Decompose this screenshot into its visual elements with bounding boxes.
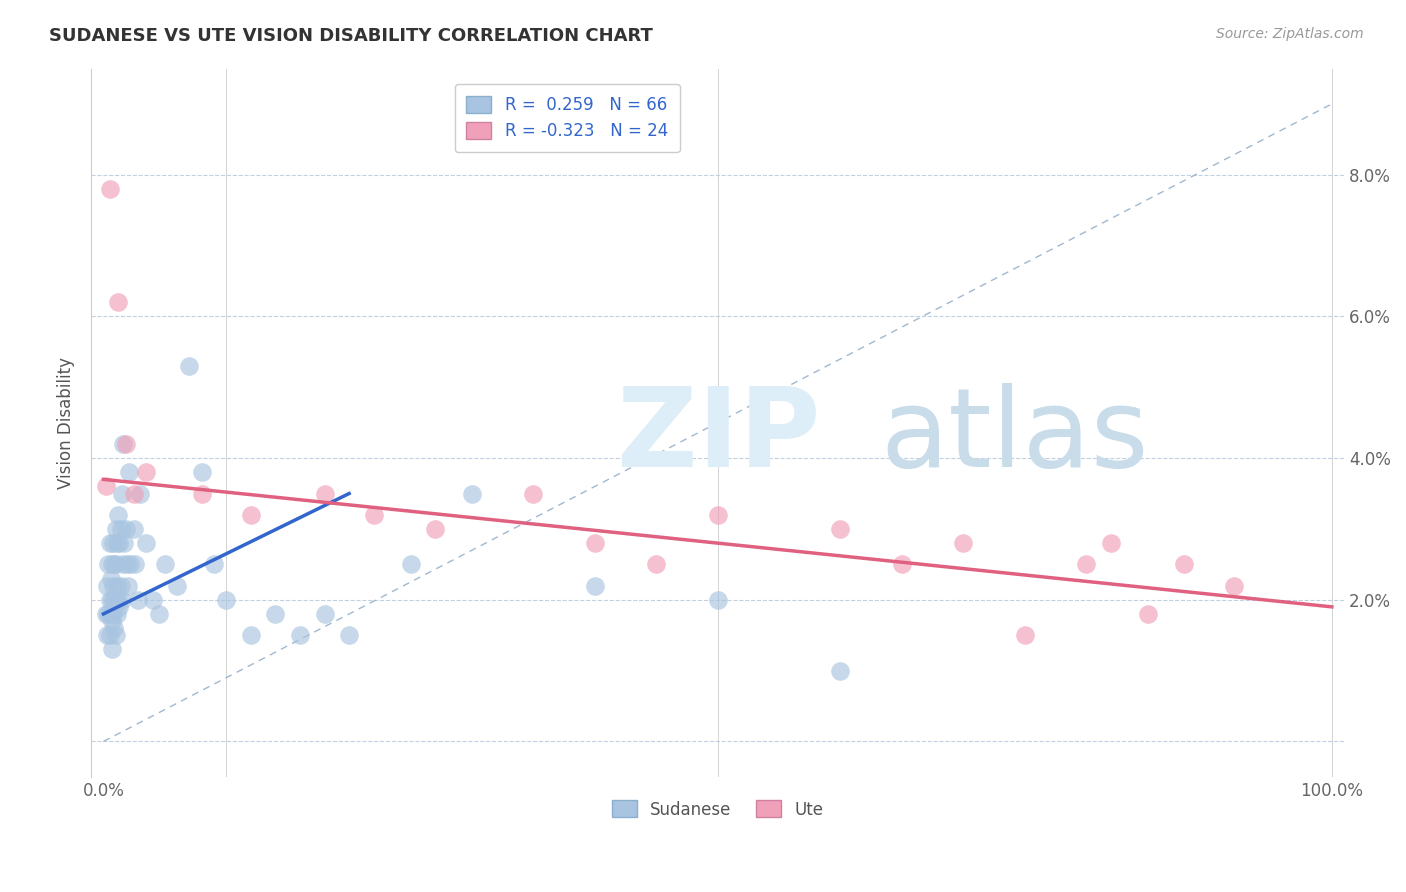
Point (190, 486, 212, 500)
Point (314, 486, 336, 500)
Point (104, 558, 127, 572)
Point (522, 486, 544, 500)
Point (94, 607, 117, 621)
Point (108, 599, 131, 614)
Y-axis label: Vision Disability: Vision Disability (58, 357, 75, 489)
Point (314, 607, 336, 621)
Point (110, 579, 132, 593)
Point (98, 536, 121, 550)
Point (166, 579, 188, 593)
Point (112, 437, 135, 451)
Point (107, 295, 129, 310)
Point (129, 486, 152, 500)
Point (114, 522, 136, 536)
Point (96, 628, 118, 642)
Point (103, 621, 125, 635)
Point (103, 558, 125, 572)
Point (288, 628, 311, 642)
Point (142, 592, 165, 607)
Point (110, 522, 132, 536)
Point (215, 592, 238, 607)
Point (101, 592, 124, 607)
Point (337, 628, 360, 642)
Point (103, 607, 125, 621)
Point (98, 628, 121, 642)
Point (706, 508, 728, 522)
Point (830, 664, 852, 678)
Point (101, 614, 124, 628)
Point (190, 465, 212, 479)
Point (135, 465, 157, 479)
Point (122, 522, 145, 536)
Point (363, 508, 385, 522)
Point (890, 558, 912, 572)
Point (135, 536, 157, 550)
Text: ZIP: ZIP (617, 384, 821, 491)
Point (952, 536, 974, 550)
Point (98, 592, 121, 607)
Point (101, 558, 124, 572)
Point (118, 465, 141, 479)
Point (239, 508, 262, 522)
Point (1136, 607, 1159, 621)
Point (461, 486, 484, 500)
Point (105, 536, 128, 550)
Point (239, 628, 262, 642)
Point (583, 536, 606, 550)
Point (107, 592, 129, 607)
Point (830, 522, 852, 536)
Point (104, 628, 127, 642)
Point (117, 579, 139, 593)
Text: SUDANESE VS UTE VISION DISABILITY CORRELATION CHART: SUDANESE VS UTE VISION DISABILITY CORREL… (49, 27, 652, 45)
Point (399, 558, 422, 572)
Point (202, 558, 225, 572)
Point (103, 579, 125, 593)
Point (112, 536, 135, 550)
Point (114, 437, 136, 451)
Point (120, 558, 142, 572)
Point (148, 607, 170, 621)
Point (96, 579, 118, 593)
Point (115, 558, 138, 572)
Point (179, 359, 201, 373)
Text: atlas: atlas (880, 384, 1149, 491)
Point (127, 592, 149, 607)
Point (103, 536, 125, 550)
Point (94, 479, 117, 493)
Point (101, 642, 124, 657)
Legend: Sudanese, Ute: Sudanese, Ute (605, 794, 831, 825)
Point (1099, 536, 1122, 550)
Point (104, 522, 127, 536)
Point (1076, 558, 1098, 572)
Point (264, 607, 287, 621)
Point (105, 607, 128, 621)
Point (111, 486, 134, 500)
Point (1014, 628, 1036, 642)
Point (107, 508, 129, 522)
Text: Source: ZipAtlas.com: Source: ZipAtlas.com (1216, 27, 1364, 41)
Point (104, 592, 127, 607)
Point (103, 592, 125, 607)
Point (97, 558, 120, 572)
Point (706, 592, 728, 607)
Point (111, 592, 134, 607)
Point (583, 579, 606, 593)
Point (1222, 579, 1244, 593)
Point (1173, 558, 1195, 572)
Point (98, 182, 121, 196)
Point (105, 579, 128, 593)
Point (122, 486, 145, 500)
Point (112, 558, 135, 572)
Point (423, 522, 446, 536)
Point (645, 558, 668, 572)
Point (153, 558, 176, 572)
Point (100, 607, 122, 621)
Point (97, 607, 120, 621)
Point (100, 572, 122, 586)
Point (108, 536, 131, 550)
Point (124, 558, 146, 572)
